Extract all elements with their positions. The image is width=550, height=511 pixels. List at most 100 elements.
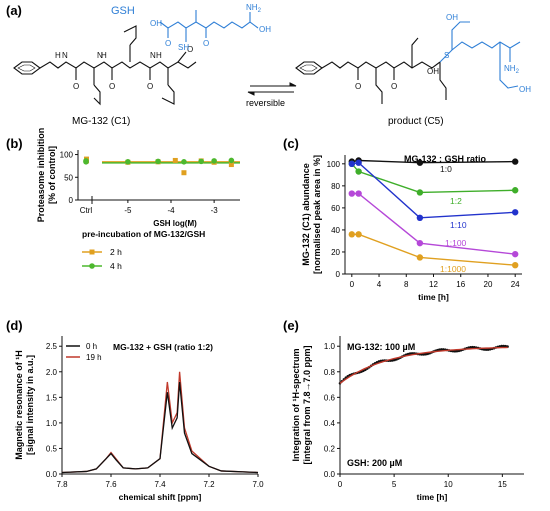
chart-e-xtick-label: 15 — [498, 480, 507, 489]
gsh-nh2-main: NH — [246, 3, 258, 12]
mg132-structure — [13, 25, 197, 106]
chart-c-point — [355, 168, 362, 175]
chart-c-series-label: 1:2 — [450, 196, 462, 206]
chart-e-point — [471, 345, 474, 349]
chart-e-ylabel-1: [integral from 7.8→7.0 ppm] — [302, 345, 312, 464]
panel-label-b: (b) — [6, 136, 23, 151]
chart-e-ytick-label: 0.8 — [324, 368, 336, 377]
product-gsh-acid — [451, 21, 470, 50]
chart-c-xlabel: time [h] — [418, 292, 449, 302]
chart-c-point — [355, 190, 362, 197]
chart-e-ytick-label: 0.2 — [324, 444, 336, 453]
mg132-h3: H — [156, 51, 162, 60]
chart-e-point — [500, 344, 504, 348]
gsh-label: GSH — [111, 5, 135, 17]
chart-e-xtick-label: 0 — [338, 480, 343, 489]
gsh-atom-labels: OH SH O O NH2 OH — [150, 3, 271, 52]
chart-d-ytick-label: 1.5 — [46, 393, 58, 402]
chart-c-title: MG-132 : GSH ratio — [404, 154, 487, 164]
chart-b-xtick-label: -3 — [211, 206, 219, 215]
panel-label-e: (e) — [283, 318, 299, 333]
product-atom-labels: O O OH S OH NH2 OH — [355, 13, 531, 94]
chart-b-ylabel-0: Proteasome inhibition — [36, 128, 46, 223]
chart-b-xtick-label: -5 — [124, 206, 132, 215]
chart-e-ytick-label: 0.6 — [324, 393, 336, 402]
chart-d-xtick-label: 7.0 — [252, 480, 264, 489]
chart-b-legend-marker — [89, 263, 95, 269]
chart-d-title: MG-132 + GSH (ratio 1:2) — [113, 342, 213, 352]
product-gsh-cterm — [499, 42, 519, 89]
product-gsh-part — [439, 21, 521, 89]
chart-e-ytick-label: 1.0 — [324, 342, 336, 351]
mg132-n1: N — [62, 51, 68, 60]
chart-b-legend-label: 4 h — [110, 261, 122, 271]
mg132-n3: N — [150, 51, 156, 60]
chart-c-point — [416, 239, 424, 247]
chart-e-point — [502, 344, 505, 348]
chart-b-point — [125, 159, 131, 165]
chart-c-point — [511, 187, 519, 194]
mg132-atom-labels: O O O O H N H N H N — [55, 45, 193, 91]
gsh-oh-right: OH — [259, 25, 271, 34]
mg132-o3: O — [147, 82, 153, 91]
product-o2: O — [391, 82, 397, 91]
chart-c-series-line — [351, 163, 516, 194]
chart-b-point — [155, 158, 161, 165]
chart-c-series-line — [351, 159, 516, 164]
chart-c-point — [511, 158, 519, 165]
chart-c-point — [511, 250, 519, 258]
chart-b-ytick-label: 0 — [69, 196, 74, 205]
chart-b-point — [228, 162, 234, 168]
chart-c-series-label: 1:0 — [440, 164, 452, 174]
mg132-h2: H — [101, 51, 107, 60]
chart-c-point — [416, 159, 424, 166]
chart-c-ylabel-1: [normalised peak area in %] — [312, 155, 322, 274]
panel-label-d: (d) — [6, 318, 23, 333]
chart-e-ytick-label: 0.0 — [324, 470, 336, 479]
gsh-nh2-sub: 2 — [258, 8, 262, 14]
chart-c-xtick-label: 16 — [456, 280, 465, 289]
product-nh2: NH2 — [504, 64, 520, 75]
chart-d-ytick-label: 1.0 — [46, 419, 58, 428]
mg132-leu2 — [123, 25, 137, 46]
chart-c-series-line — [351, 233, 516, 266]
chart-d-xlabel: chemical shift [ppm] — [119, 492, 202, 502]
chart-b-proteasome-inhibition: 0 50 100 -5 -4 -3 Ctrl GSH log(M) Proteasome inh… — [36, 128, 240, 271]
chart-b-point — [181, 159, 187, 165]
chart-c-point — [416, 189, 424, 196]
chart-c-xtick-label: 12 — [429, 280, 438, 289]
chart-c-series-line — [351, 192, 516, 255]
chart-c-ytick-label: 40 — [331, 226, 340, 235]
chart-b-point — [198, 158, 204, 165]
product-label: product (C5) — [388, 116, 444, 127]
product-leu1 — [375, 68, 383, 104]
chart-e-xtick-label: 10 — [444, 480, 453, 489]
chart-d-ytick-label: 0.5 — [46, 444, 58, 453]
chart-c-ylabel-0: MG-132 (C1) abundance — [301, 163, 311, 266]
chart-d-legend-label: 19 h — [86, 353, 102, 362]
chart-b-ctrl-point — [83, 158, 89, 164]
product-benzene-inner — [299, 64, 318, 72]
chart-e-annotation-top: MG-132: 100 µM — [347, 342, 415, 352]
mg132-leu3 — [161, 84, 175, 105]
product-leu2 — [411, 37, 419, 68]
product-ho: OH — [446, 13, 458, 22]
product-nh2-main: NH — [504, 64, 516, 73]
chart-e-point — [422, 353, 426, 356]
chart-e-xlabel: time [h] — [417, 492, 448, 502]
panel-a: (a) O O O O H N H N H N — [6, 3, 531, 127]
chart-b-xlabel: GSH log(M) — [153, 219, 197, 228]
chart-c-series-label: 1:10 — [450, 220, 467, 230]
gsh-o1: O — [165, 39, 171, 48]
chart-b-legend-title: pre-incubation of MG-132/GSH — [82, 229, 205, 239]
chart-d-ytick-label: 2.5 — [46, 342, 58, 351]
product-backbone — [321, 61, 441, 69]
chart-c-series-label: 1:1000 — [440, 264, 466, 274]
chart-b-point — [211, 158, 217, 164]
chart-b-ytick-label: 100 — [60, 151, 74, 160]
chart-c-ytick-label: 20 — [331, 248, 340, 257]
chart-e-integration-kinetics: 0.0 0.2 0.4 0.6 0.8 1.0 0 5 10 15 time [h] Integrat… — [291, 336, 524, 502]
chart-b-ctrl-label: Ctrl — [80, 206, 93, 215]
chart-d-spectrum-line — [61, 381, 259, 474]
product-s: S — [444, 51, 449, 60]
